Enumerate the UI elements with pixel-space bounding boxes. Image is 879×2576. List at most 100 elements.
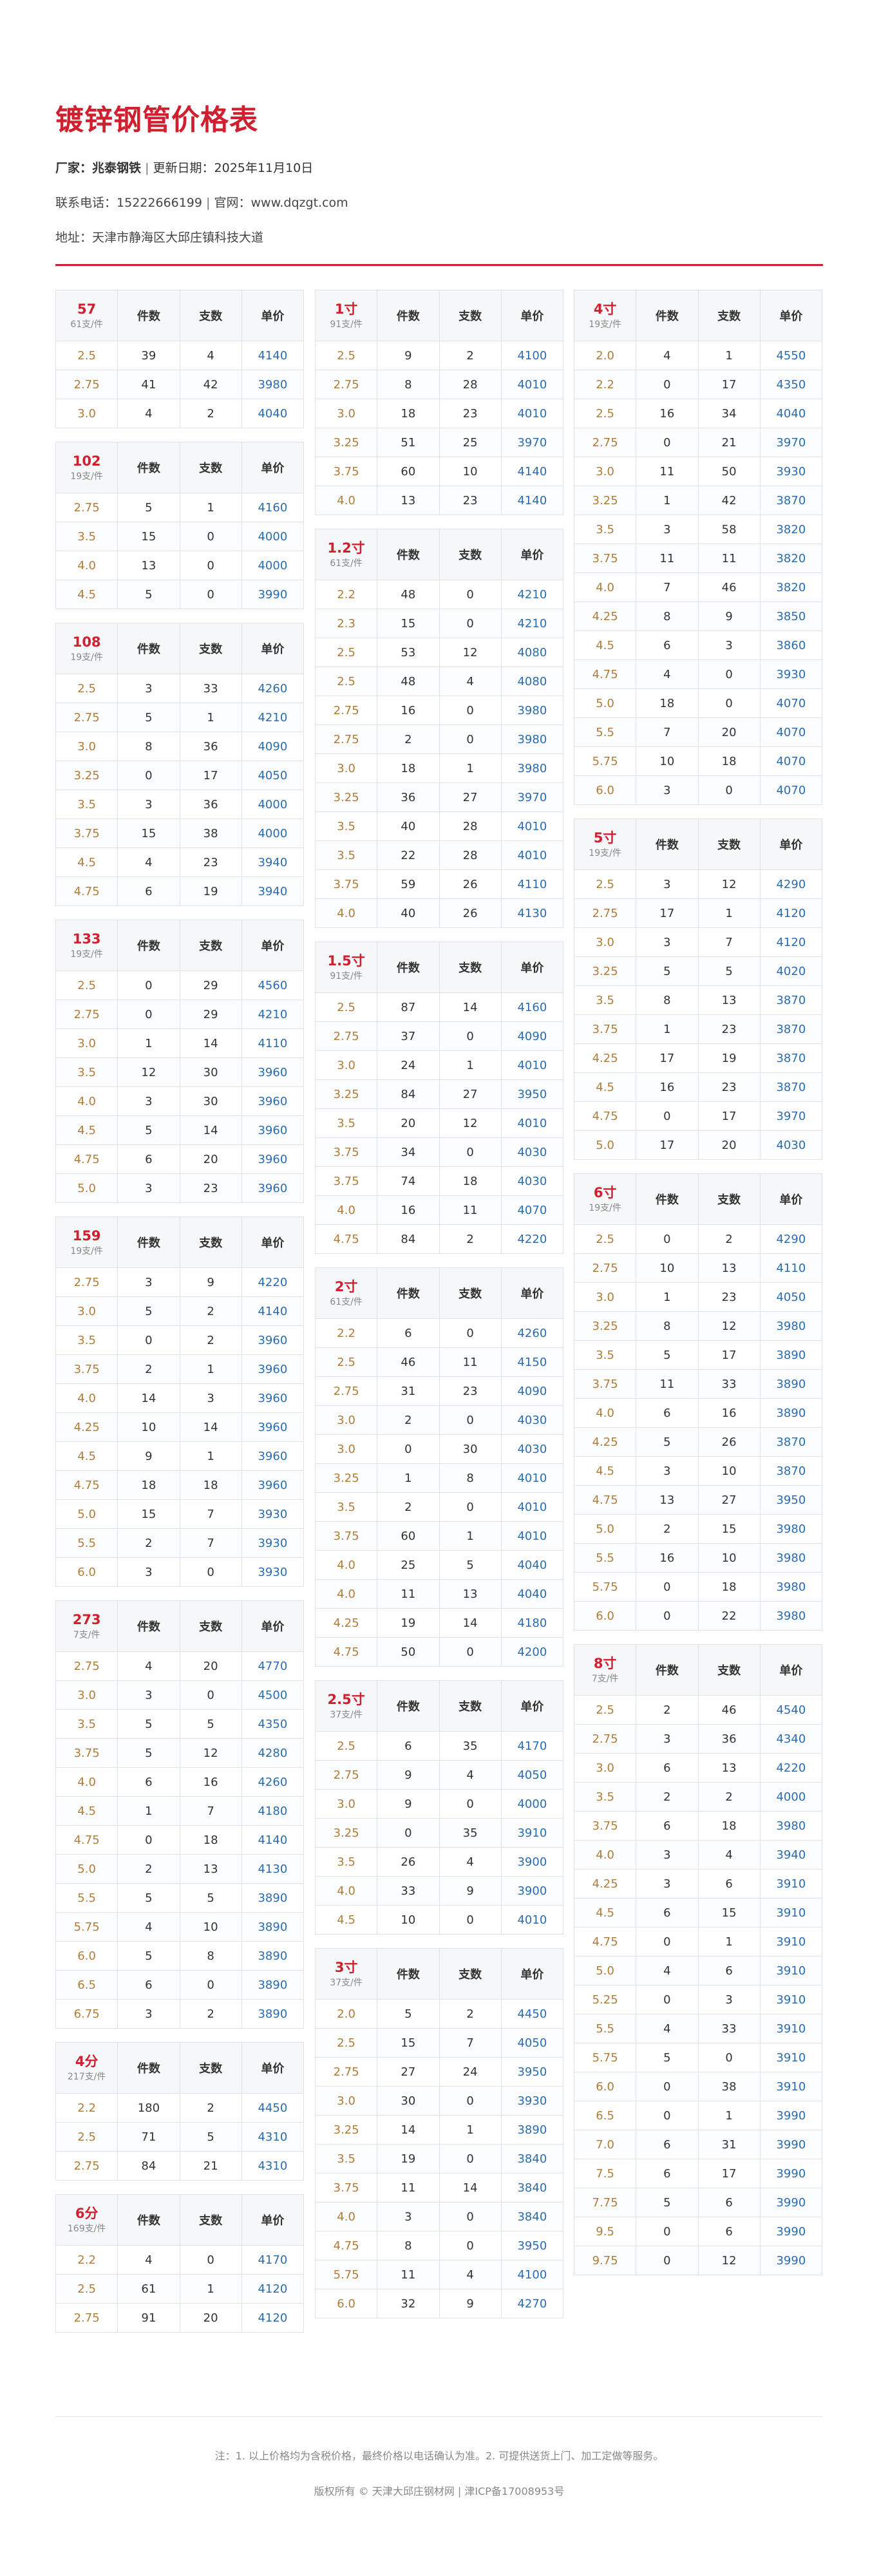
price-cell: 4260 — [241, 674, 305, 703]
thickness-cell: 2.75 — [573, 898, 637, 928]
table-row: 5.0 15 7 3930 — [55, 1499, 305, 1529]
pieces-cell: 0 — [179, 1557, 242, 1587]
count-cell: 7 — [636, 573, 699, 602]
pieces-cell: 0 — [697, 2043, 761, 2072]
count-cell: 18 — [377, 399, 440, 428]
count-cell: 2 — [377, 724, 440, 754]
price-cell: 4140 — [241, 341, 305, 370]
table-row: 2.75 3 36 4340 — [573, 1724, 823, 1754]
table-row: 2.75 16 0 3980 — [314, 696, 564, 725]
count-cell: 0 — [636, 1101, 699, 1131]
count-cell: 3 — [117, 1680, 180, 1710]
table-row: 2.75 84 21 4310 — [55, 2151, 305, 2181]
thickness-cell: 3.5 — [314, 1108, 378, 1138]
thickness-cell: 3.75 — [314, 1137, 378, 1167]
count-cell: 5 — [117, 580, 180, 609]
count-cell: 84 — [377, 1079, 440, 1109]
pieces-cell: 7 — [179, 1796, 242, 1826]
count-cell: 40 — [377, 811, 440, 841]
count-cell: 0 — [377, 1434, 440, 1464]
address-line: 地址：天津市静海区大邱庄镇科技大道 — [55, 228, 823, 247]
table-row: 3.5 12 30 3960 — [55, 1057, 305, 1087]
size-header: 102 19支/件 — [55, 442, 118, 493]
table-row: 5.75 4 10 3890 — [55, 1912, 305, 1942]
price-cell: 4010 — [500, 399, 564, 428]
price-cell: 4070 — [500, 1195, 564, 1225]
thickness-cell: 3.0 — [314, 1434, 378, 1464]
table-row: 3.0 8 36 4090 — [55, 732, 305, 761]
table-row: 2.75 5 1 4210 — [55, 703, 305, 732]
pieces-cell: 0 — [179, 1680, 242, 1710]
count-cell: 9 — [377, 341, 440, 370]
pieces-cell: 26 — [697, 1427, 761, 1457]
thickness-cell: 4.5 — [573, 1898, 637, 1927]
count-cell: 9 — [377, 1789, 440, 1819]
pieces-cell: 2 — [179, 1999, 242, 2029]
pieces-header: 支数 — [179, 1600, 242, 1652]
price-cell: 3960 — [241, 1441, 305, 1471]
pieces-cell: 0 — [179, 580, 242, 609]
thickness-cell: 5.25 — [573, 1985, 637, 2014]
pieces-cell: 3 — [697, 1985, 761, 2014]
thickness-cell: 3.0 — [314, 1789, 378, 1819]
thickness-cell: 2.5 — [55, 971, 118, 1000]
table-row: 3.5 5 17 3890 — [573, 1340, 823, 1370]
table-row: 2.2 0 17 4350 — [573, 370, 823, 399]
site-link[interactable]: www.dqzgt.com — [250, 196, 348, 210]
count-cell: 4 — [636, 341, 699, 370]
table-row: 3.0 3 7 4120 — [573, 927, 823, 957]
phone-number[interactable]: 15222666199 — [117, 196, 202, 210]
thickness-cell: 5.75 — [55, 1912, 118, 1942]
table-row: 3.0 30 0 3930 — [314, 2086, 564, 2116]
price-cell: 4080 — [500, 638, 564, 667]
price-cell: 4000 — [241, 522, 305, 551]
count-cell: 14 — [117, 1383, 180, 1413]
pieces-cell: 28 — [439, 840, 502, 870]
table-row: 2.75 3 9 4220 — [55, 1267, 305, 1297]
price-cell: 4120 — [759, 898, 823, 928]
table-row: 3.25 84 27 3950 — [314, 1079, 564, 1109]
count-cell: 15 — [377, 2028, 440, 2058]
count-cell: 9 — [117, 1441, 180, 1471]
count-cell: 13 — [117, 551, 180, 580]
spec-table: 57 61支/件 件数 支数 单价 2.5 39 4 4140 2.75 41 42 3980 3.0 4 2… — [55, 290, 305, 428]
thickness-cell: 4.75 — [55, 1470, 118, 1500]
table-row: 3.25 36 27 3970 — [314, 782, 564, 812]
price-cell: 4110 — [500, 869, 564, 899]
price-header: 单价 — [759, 1173, 823, 1225]
pieces-cell: 0 — [697, 688, 761, 718]
count-cell: 27 — [377, 2057, 440, 2087]
count-cell: 40 — [377, 898, 440, 928]
count-cell: 5 — [636, 1427, 699, 1457]
table-row: 3.0 24 1 4010 — [314, 1050, 564, 1080]
table-row: 5.5 16 10 3980 — [573, 1543, 823, 1573]
thickness-cell: 2.2 — [314, 580, 378, 609]
count-cell: 16 — [636, 399, 699, 428]
pieces-cell: 0 — [439, 724, 502, 754]
thickness-cell: 4.75 — [314, 2231, 378, 2260]
pack-count: 91支/件 — [330, 971, 363, 981]
pieces-header: 支数 — [439, 1267, 502, 1319]
count-cell: 0 — [636, 2217, 699, 2246]
table-row: 4.5 1 7 4180 — [55, 1796, 305, 1826]
table-row: 5.0 3 23 3960 — [55, 1173, 305, 1203]
pieces-header: 支数 — [697, 819, 761, 870]
thickness-cell: 4.75 — [55, 1825, 118, 1855]
thickness-cell: 4.0 — [314, 1876, 378, 1906]
count-cell: 3 — [117, 674, 180, 703]
table-row: 3.75 74 18 4030 — [314, 1166, 564, 1196]
table-header-row: 133 19支/件 件数 支数 单价 — [55, 920, 305, 971]
price-cell: 3910 — [759, 1869, 823, 1899]
table-row: 3.5 3 36 4000 — [55, 790, 305, 819]
thickness-cell: 4.5 — [55, 848, 118, 877]
pieces-cell: 31 — [697, 2130, 761, 2159]
thickness-cell: 5.0 — [573, 1514, 637, 1544]
count-cell: 17 — [636, 1130, 699, 1160]
pieces-cell: 1 — [697, 898, 761, 928]
thickness-cell: 2.75 — [573, 1724, 637, 1754]
price-header: 单价 — [241, 2042, 305, 2094]
count-cell: 87 — [377, 992, 440, 1022]
table-row: 2.5 48 4 4080 — [314, 667, 564, 696]
thickness-cell: 4.0 — [55, 1086, 118, 1116]
thickness-cell: 4.5 — [55, 1441, 118, 1471]
